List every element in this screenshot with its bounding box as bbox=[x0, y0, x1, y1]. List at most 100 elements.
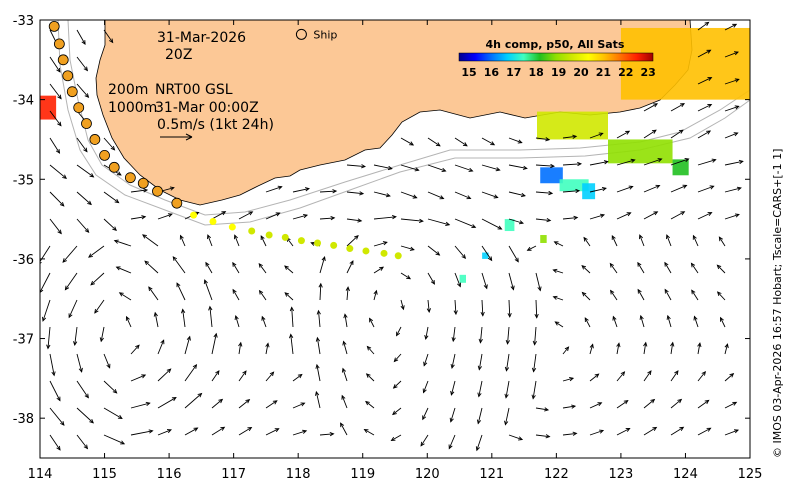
current-arrow bbox=[477, 353, 483, 371]
current-arrow bbox=[724, 186, 742, 193]
current-arrow bbox=[481, 191, 499, 199]
product-time-label: 31-Mar 00:00Z bbox=[155, 100, 259, 116]
current-arrow bbox=[643, 341, 648, 355]
current-arrow bbox=[638, 234, 645, 247]
current-arrow bbox=[284, 292, 294, 301]
current-arrow bbox=[103, 137, 116, 151]
current-arrow bbox=[427, 191, 445, 200]
drifter-point bbox=[62, 70, 74, 82]
current-arrow bbox=[319, 189, 338, 194]
current-arrow bbox=[535, 218, 552, 223]
current-arrow bbox=[670, 398, 683, 409]
current-arrow bbox=[535, 163, 556, 169]
current-arrow bbox=[258, 289, 267, 301]
current-arrow bbox=[392, 407, 402, 416]
current-arrow bbox=[697, 370, 707, 382]
current-arrow bbox=[62, 245, 78, 263]
current-arrow bbox=[692, 234, 699, 247]
x-tick-label: 121 bbox=[479, 467, 504, 482]
current-arrow bbox=[720, 316, 726, 328]
current-arrow bbox=[589, 213, 606, 220]
current-arrow bbox=[260, 235, 267, 247]
sst-patch bbox=[459, 274, 466, 283]
current-arrow bbox=[612, 315, 618, 328]
current-arrow bbox=[553, 241, 564, 247]
current-arrow bbox=[454, 164, 474, 172]
current-arrow bbox=[341, 367, 348, 382]
current-arrow bbox=[450, 353, 456, 369]
drifter-point bbox=[171, 197, 183, 209]
sst-patch bbox=[608, 139, 673, 164]
current-arrow bbox=[343, 313, 348, 328]
current-arrow bbox=[481, 245, 493, 262]
current-arrow bbox=[392, 380, 402, 389]
current-arrow bbox=[426, 299, 431, 314]
current-arrow bbox=[400, 299, 405, 311]
current-arrow bbox=[670, 370, 679, 382]
credit-text: © IMOS 03-Apr-2026 16:57 Hobart; Tscale=… bbox=[771, 149, 784, 458]
current-arrow bbox=[284, 265, 294, 274]
current-arrow bbox=[289, 306, 295, 328]
x-tick-label: 122 bbox=[544, 467, 569, 482]
current-arrow bbox=[697, 158, 717, 166]
current-arrow bbox=[319, 431, 335, 437]
current-arrow bbox=[535, 272, 542, 292]
current-arrow bbox=[508, 245, 519, 263]
current-arrow bbox=[76, 29, 86, 46]
current-arrow bbox=[427, 137, 441, 147]
hour-label: 20Z bbox=[165, 47, 192, 63]
current-arrow bbox=[562, 404, 577, 409]
current-arrow bbox=[616, 158, 636, 166]
current-arrow bbox=[643, 370, 652, 382]
current-arrow bbox=[130, 188, 149, 193]
drifter-point bbox=[362, 247, 370, 255]
current-arrow bbox=[265, 428, 280, 436]
current-arrow bbox=[508, 137, 523, 144]
current-arrow bbox=[724, 23, 738, 31]
depth-200-label: 200m bbox=[108, 82, 148, 98]
current-arrow bbox=[113, 239, 132, 247]
current-arrow bbox=[373, 214, 397, 220]
current-arrow bbox=[49, 380, 61, 402]
drifter-point bbox=[248, 227, 256, 235]
current-arrow bbox=[670, 211, 686, 220]
current-arrow bbox=[427, 164, 447, 172]
current-arrow bbox=[103, 191, 120, 204]
current-arrow bbox=[103, 407, 123, 419]
current-arrow bbox=[157, 368, 172, 382]
current-arrow bbox=[724, 429, 740, 436]
current-arrow bbox=[373, 164, 393, 171]
current-arrow bbox=[562, 161, 583, 167]
current-arrow bbox=[400, 164, 420, 172]
current-arrow bbox=[319, 216, 336, 221]
current-arrow bbox=[103, 434, 126, 445]
current-arrow bbox=[181, 308, 186, 328]
colorbar-tick-label: 18 bbox=[529, 66, 544, 79]
drifter-point bbox=[57, 54, 69, 66]
current-arrow bbox=[49, 83, 62, 100]
current-arrow bbox=[238, 426, 253, 436]
current-arrow bbox=[346, 191, 365, 196]
current-arrow bbox=[233, 234, 240, 247]
current-arrow bbox=[589, 373, 600, 382]
current-arrow bbox=[130, 344, 140, 355]
sst-patch bbox=[504, 219, 515, 232]
drifter-point bbox=[108, 161, 120, 173]
current-arrow bbox=[718, 236, 726, 247]
drifter-point bbox=[152, 185, 163, 197]
current-arrow bbox=[693, 315, 699, 328]
current-arrow bbox=[184, 392, 203, 409]
current-arrow bbox=[130, 374, 147, 382]
current-arrow bbox=[373, 191, 391, 198]
current-arrow bbox=[393, 353, 402, 363]
current-arrow bbox=[345, 286, 350, 301]
current-arrow bbox=[172, 256, 186, 274]
colorbar-tick-label: 22 bbox=[618, 66, 633, 79]
current-arrow bbox=[427, 218, 451, 226]
sst-layer bbox=[40, 27, 750, 283]
current-arrow bbox=[232, 261, 240, 274]
current-arrow bbox=[697, 21, 710, 31]
current-arrow bbox=[265, 342, 270, 355]
x-tick-label: 120 bbox=[415, 467, 440, 482]
current-arrow bbox=[724, 132, 739, 139]
